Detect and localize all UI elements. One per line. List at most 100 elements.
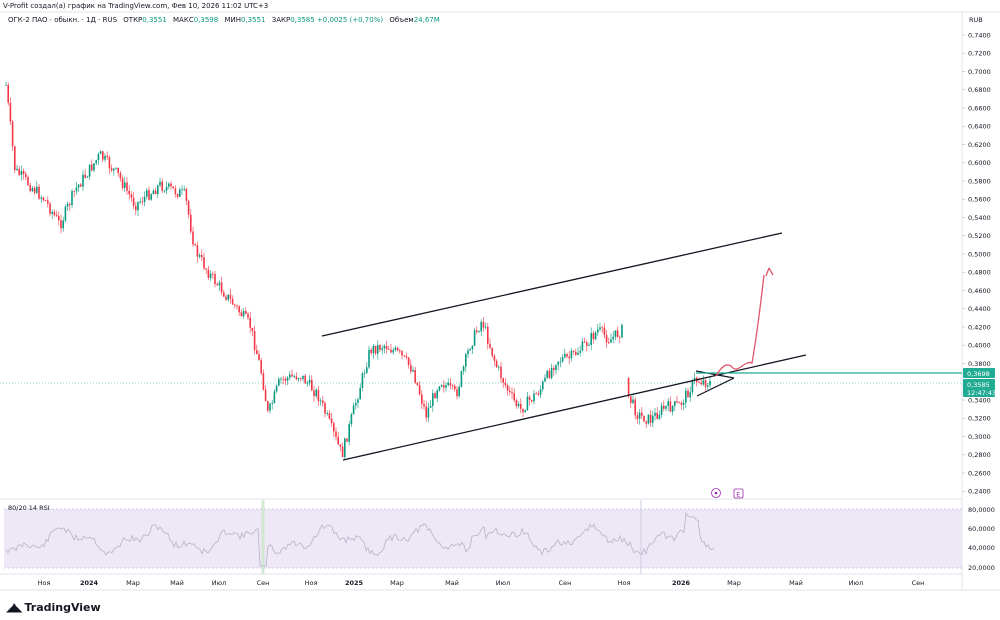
close-value: 0,3585 xyxy=(290,16,315,24)
candle-body xyxy=(172,186,174,189)
candle-body xyxy=(280,378,282,380)
candle-body xyxy=(212,273,214,275)
symbol-legend[interactable]: ОГК-2 ПАО · обыкн. · 1Д · RUS ОТКР0,3551… xyxy=(8,16,440,24)
candle-body xyxy=(636,415,639,419)
candle-body xyxy=(603,327,606,336)
candle-body xyxy=(282,378,284,380)
candle-body xyxy=(594,332,597,340)
candle-body xyxy=(36,186,38,193)
candle-body xyxy=(269,403,271,411)
candle-body xyxy=(181,189,183,191)
candle-body xyxy=(581,341,584,351)
low-label: МИН xyxy=(224,16,241,24)
candle-body xyxy=(465,354,467,367)
candle-body xyxy=(58,216,60,221)
price-tick-label: 0,4400 xyxy=(968,305,991,313)
candle-body xyxy=(260,360,262,374)
chart-attribution: V-Profit создал(а) график на TradingView… xyxy=(3,2,269,10)
candle-body xyxy=(251,327,254,332)
candle-body xyxy=(119,173,122,179)
price-tick-label: 0,6200 xyxy=(968,141,991,149)
candle-body xyxy=(154,190,157,195)
candle-body xyxy=(588,344,590,346)
candle-body xyxy=(687,390,689,398)
tradingview-logo-icon: ◢◣ xyxy=(6,600,23,614)
candle-body xyxy=(680,402,683,405)
price-tick-label: 0,5400 xyxy=(968,214,991,222)
candle-body xyxy=(493,355,496,361)
candle-body xyxy=(423,403,425,407)
candle-body xyxy=(99,151,102,155)
rsi-tick-label: 80,0000 xyxy=(968,506,995,514)
candle-body xyxy=(77,184,80,188)
candle-body xyxy=(561,357,564,362)
candle-body xyxy=(443,385,445,388)
triangle-lower-line[interactable] xyxy=(696,377,735,397)
candle-body xyxy=(86,176,89,178)
candle-body xyxy=(192,231,194,245)
candle-body xyxy=(214,273,216,285)
price-axis[interactable]: 0,7400 0,7200 0,7000 0,6800 0,6600 0,6400 0,62… xyxy=(962,31,991,496)
candle-body xyxy=(62,220,64,229)
earnings-letter: E xyxy=(736,490,740,498)
candle-body xyxy=(440,385,443,387)
candle-body xyxy=(575,351,577,355)
rsi-label[interactable]: 80/20 14 RSI xyxy=(8,504,50,512)
candle-body xyxy=(130,194,133,198)
level-tag-text: 0,3698 xyxy=(967,370,990,378)
candle-body xyxy=(654,412,656,416)
candle-body xyxy=(170,183,172,187)
candle-body xyxy=(491,347,493,356)
candle-body xyxy=(218,282,221,286)
candle-body xyxy=(289,374,291,378)
last-price-tag[interactable]: 0,3585 12:47:43 xyxy=(963,379,996,397)
candle-body xyxy=(535,393,537,395)
price-tick-label: 0,2800 xyxy=(968,451,991,459)
candle-body xyxy=(372,345,375,354)
candle-body xyxy=(258,354,260,361)
symbol-name[interactable]: ОГК-2 ПАО · обыкн. · 1Д · RUS xyxy=(8,16,118,24)
candle-body xyxy=(638,412,641,419)
candle-body xyxy=(445,385,447,388)
candle-body xyxy=(337,436,339,445)
candle-body xyxy=(601,327,603,329)
candle-body xyxy=(223,292,225,297)
candle-body xyxy=(612,336,614,340)
candle-body xyxy=(449,382,452,386)
dividend-icon[interactable] xyxy=(711,488,721,498)
candle-body xyxy=(148,190,150,200)
channel-upper-line[interactable] xyxy=(321,232,783,337)
price-tick-label: 0,5000 xyxy=(968,250,991,258)
candle-body xyxy=(392,350,394,353)
candle-body xyxy=(311,379,313,391)
candle-body xyxy=(471,345,474,350)
candle-body xyxy=(308,379,311,384)
earnings-icon[interactable]: E xyxy=(733,488,744,499)
candle-body xyxy=(649,414,652,423)
candle-body xyxy=(667,401,669,406)
triangle-upper-line[interactable] xyxy=(695,370,735,379)
candle-body xyxy=(610,339,612,343)
candle-body xyxy=(73,191,75,192)
candle-body xyxy=(132,197,135,206)
candle-body xyxy=(126,182,128,191)
price-tick-label: 0,7200 xyxy=(968,50,991,58)
candle-body xyxy=(608,342,610,344)
candle-body xyxy=(531,400,533,402)
candle-body xyxy=(412,370,414,372)
candle-body xyxy=(9,102,12,122)
candle-body xyxy=(698,381,700,383)
level-price-tag[interactable]: 0,3698 xyxy=(963,368,995,378)
candle-body xyxy=(317,389,320,401)
time-axis[interactable]: Ноя 2024 Мар Май Июл Сен Ноя 2025 Мар Май Июл Сен Но… xyxy=(38,579,925,587)
candle-body xyxy=(570,350,573,359)
candle-body xyxy=(295,376,298,380)
candle-body xyxy=(350,414,353,425)
candle-body xyxy=(658,414,661,419)
candle-body xyxy=(242,311,245,317)
candle-body xyxy=(91,164,93,171)
tradingview-logo[interactable]: ◢◣ TradingView xyxy=(6,598,101,616)
forecast-arrow-path[interactable] xyxy=(715,274,765,377)
candle-body xyxy=(18,168,20,175)
